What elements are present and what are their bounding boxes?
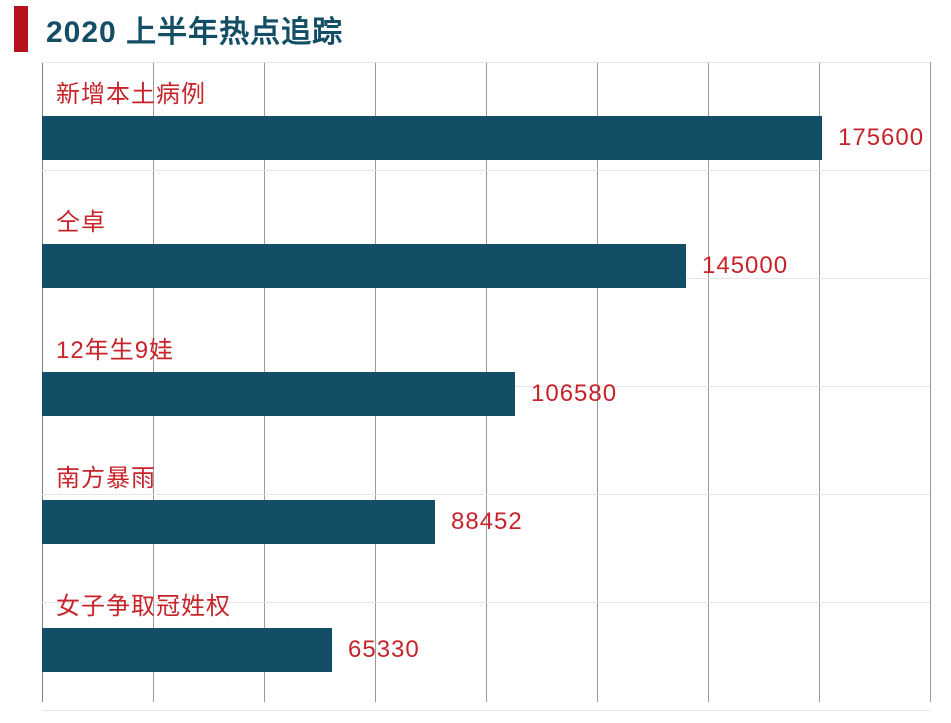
row-label: 仝卓 [56, 202, 106, 237]
row-value: 88452 [451, 508, 523, 536]
row-value: 106580 [531, 380, 617, 408]
chart-title-text: 2020 上半年热点追踪 [46, 7, 343, 51]
title-accent-bar [14, 6, 28, 52]
row-value: 175600 [838, 124, 924, 152]
row-bar [42, 628, 332, 672]
row-bar [42, 116, 822, 160]
chart-row: 南方暴雨 88452 [42, 456, 930, 584]
row-label: 南方暴雨 [56, 458, 156, 493]
chart-row: 12年生9娃 106580 [42, 328, 930, 456]
gridline-horizontal [42, 62, 930, 63]
row-value: 145000 [702, 252, 788, 280]
row-bar [42, 372, 515, 416]
gridline-vertical [930, 62, 931, 702]
chart-row: 新增本土病例 175600 [42, 72, 930, 200]
chart-frame: 新增本土病例 175600 仝卓 145000 12年生9娃 106580 南方暴雨 8845… [0, 0, 951, 723]
chart-title: 2020 上半年热点追踪 [14, 6, 343, 52]
row-bar [42, 500, 435, 544]
chart-row: 女子争取冠姓权 65330 [42, 584, 930, 712]
row-bar [42, 244, 686, 288]
row-label: 女子争取冠姓权 [56, 586, 231, 621]
row-value: 65330 [348, 636, 420, 664]
row-label: 新增本土病例 [56, 74, 206, 109]
chart-row: 仝卓 145000 [42, 200, 930, 328]
plot-area: 新增本土病例 175600 仝卓 145000 12年生9娃 106580 南方暴雨 8845… [42, 62, 930, 702]
row-label: 12年生9娃 [56, 330, 174, 365]
